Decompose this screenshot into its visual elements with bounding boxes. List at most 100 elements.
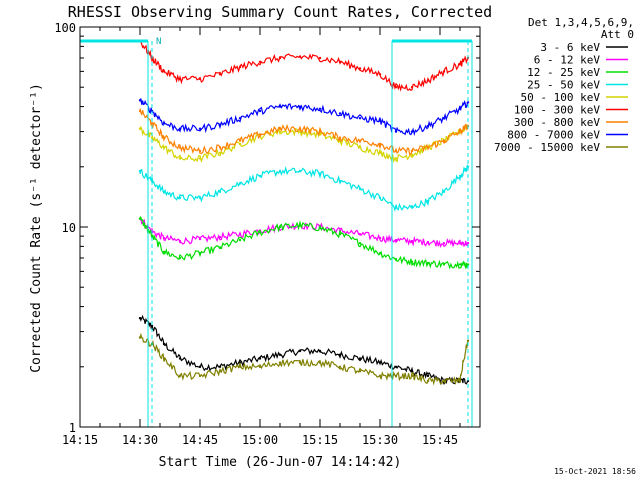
- data-point-7-5: [218, 123, 222, 126]
- legend-label-4: 50 - 100 keV: [521, 91, 601, 104]
- y-tick-label-2: 100: [54, 21, 76, 35]
- data-point-7-6: [238, 117, 242, 120]
- data-point-3-3: [178, 196, 182, 199]
- data-point-3-12: [358, 187, 362, 191]
- data-point-6-12: [358, 139, 362, 142]
- data-point-1-2: [162, 236, 166, 240]
- data-point-2-19: [466, 263, 470, 266]
- data-point-7-4: [198, 127, 202, 130]
- data-point-6-17: [442, 139, 446, 142]
- data-point-0-9: [298, 349, 302, 353]
- data-point-3-18: [458, 174, 462, 178]
- data-point-0-14: [394, 365, 398, 368]
- data-point-1-19: [466, 242, 470, 245]
- data-point-8-4: [198, 374, 202, 378]
- data-point-0-11: [338, 353, 342, 356]
- data-point-4-2: [162, 146, 166, 149]
- data-point-7-0: [138, 99, 142, 102]
- legend-label-8: 7000 - 15000 keV: [494, 141, 600, 154]
- data-point-4-14: [394, 157, 398, 160]
- data-point-2-16: [426, 261, 430, 265]
- data-point-8-11: [338, 365, 342, 368]
- y-tick-label-1: 10: [62, 221, 76, 235]
- x-tick-label-4: 15:15: [302, 433, 338, 447]
- data-point-2-6: [238, 238, 242, 242]
- data-point-5-13: [378, 73, 382, 76]
- data-point-3-7: [258, 174, 262, 178]
- data-point-6-10: [318, 130, 322, 133]
- data-point-1-12: [358, 233, 362, 236]
- data-point-3-0: [138, 170, 142, 173]
- data-point-3-11: [338, 179, 342, 183]
- data-point-2-9: [298, 224, 302, 227]
- series-line-0: [139, 314, 469, 386]
- data-point-2-5: [218, 246, 222, 249]
- data-point-8-19: [466, 339, 470, 342]
- series-line-3: [139, 164, 469, 213]
- data-point-5-8: [278, 56, 282, 60]
- data-point-2-11: [338, 233, 342, 236]
- data-point-6-13: [378, 142, 382, 146]
- data-point-3-4: [198, 196, 202, 199]
- data-point-1-18: [458, 242, 462, 245]
- data-point-7-11: [338, 112, 342, 115]
- data-point-5-14: [394, 86, 398, 89]
- data-point-1-13: [378, 236, 382, 240]
- data-point-2-3: [178, 256, 182, 260]
- data-point-2-1: [150, 235, 154, 238]
- data-point-0-2: [162, 342, 166, 346]
- data-point-5-2: [162, 70, 166, 73]
- data-point-7-16: [426, 124, 430, 128]
- data-point-8-9: [298, 361, 302, 364]
- data-point-5-9: [298, 55, 302, 58]
- data-point-8-0: [138, 336, 142, 339]
- legend-header-line-2: Att 0: [601, 28, 634, 41]
- data-point-6-9: [298, 127, 302, 130]
- data-point-3-14: [394, 206, 398, 209]
- x-tick-label-0: 14:15: [62, 433, 98, 447]
- data-point-6-18: [458, 130, 462, 133]
- data-point-6-5: [218, 146, 222, 149]
- data-point-6-14: [394, 149, 398, 153]
- data-point-3-5: [218, 190, 222, 193]
- data-point-6-2: [162, 136, 166, 139]
- data-point-4-5: [218, 151, 222, 154]
- data-point-1-14: [394, 238, 398, 242]
- data-point-4-3: [178, 157, 182, 160]
- data-point-0-4: [198, 365, 202, 368]
- data-point-2-4: [198, 252, 202, 255]
- data-point-7-14: [394, 130, 398, 133]
- series-line-2: [139, 216, 469, 270]
- legend-label-5: 100 - 300 keV: [514, 104, 600, 117]
- x-tick-label-1: 14:30: [122, 433, 158, 447]
- data-point-0-1: [150, 324, 154, 328]
- data-point-7-12: [358, 117, 362, 120]
- data-point-7-17: [442, 117, 446, 120]
- data-point-8-17: [442, 379, 446, 383]
- data-point-3-17: [442, 190, 446, 193]
- data-point-7-10: [318, 107, 322, 111]
- data-point-4-6: [238, 142, 242, 146]
- chart-title: RHESSI Observing Summary Count Rates, Co…: [68, 3, 492, 21]
- data-point-6-7: [258, 133, 262, 136]
- data-point-5-10: [318, 56, 322, 60]
- data-point-5-12: [358, 67, 362, 70]
- data-point-4-1: [150, 136, 154, 139]
- data-point-5-5: [218, 73, 222, 76]
- data-point-2-10: [318, 226, 322, 230]
- data-point-5-4: [198, 77, 202, 81]
- data-point-0-7: [258, 357, 262, 360]
- data-point-0-8: [278, 353, 282, 356]
- data-point-3-8: [278, 170, 282, 173]
- data-point-4-10: [318, 133, 322, 136]
- series-line-8: [139, 332, 469, 386]
- data-point-0-15: [410, 370, 414, 373]
- data-point-8-12: [358, 370, 362, 373]
- data-point-7-9: [298, 105, 302, 108]
- data-point-2-7: [258, 231, 262, 234]
- data-point-6-1: [150, 122, 154, 125]
- data-point-3-15: [410, 206, 414, 209]
- data-point-8-6: [238, 365, 242, 368]
- data-point-0-10: [318, 349, 322, 353]
